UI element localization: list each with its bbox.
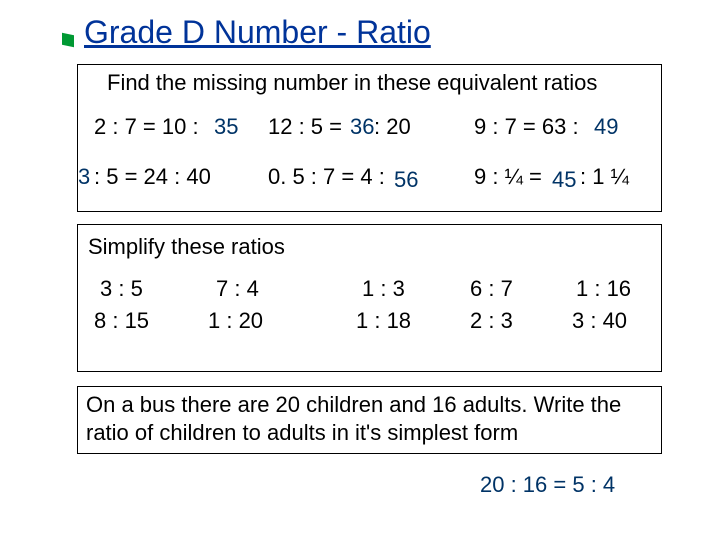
s2r1c4: 6 : 7 — [470, 276, 513, 302]
s1r1c3-pre: 9 : 7 = 63 : — [474, 114, 579, 140]
title-bullet — [62, 33, 74, 48]
s2r1c5: 1 : 16 — [576, 276, 631, 302]
section3-answer: 20 : 16 = 5 : 4 — [480, 472, 615, 498]
s2r1c2: 7 : 4 — [216, 276, 259, 302]
s2r2c2: 1 : 20 — [208, 308, 263, 334]
s2r2c3: 1 : 18 — [356, 308, 411, 334]
s1r2c1-post: : 5 = 24 : 40 — [94, 164, 211, 190]
s2r2c1: 8 : 15 — [94, 308, 149, 334]
s2r2c5: 3 : 40 — [572, 308, 627, 334]
s2r1c3: 1 : 3 — [362, 276, 405, 302]
s1r2c2-ans: 56 — [394, 167, 418, 193]
s1r1c3-ans: 49 — [594, 114, 618, 140]
s1r2c3-post: : 1 ¼ — [580, 164, 629, 190]
s1r2c2-pre: 0. 5 : 7 = 4 : — [268, 164, 385, 190]
section2-prompt: Simplify these ratios — [88, 234, 285, 260]
page-title: Grade D Number - Ratio — [84, 14, 431, 51]
section3-line1: On a bus there are 20 children and 16 ad… — [86, 392, 621, 418]
s1r1c1-ans: 35 — [214, 114, 238, 140]
s2r2c4: 2 : 3 — [470, 308, 513, 334]
s1r2c3-pre: 9 : ¼ = — [474, 164, 542, 190]
s2r1c1: 3 : 5 — [100, 276, 143, 302]
section1-prompt: Find the missing number in these equival… — [107, 70, 597, 96]
section3-line2: ratio of children to adults in it's simp… — [86, 420, 518, 446]
s1r1c2-post: : 20 — [374, 114, 411, 140]
s1r1c1-pre: 2 : 7 = 10 : — [94, 114, 199, 140]
s1r2c1-ans: 3 — [78, 164, 90, 190]
s1r2c3-ans: 45 — [552, 167, 576, 193]
s1r1c2-pre: 12 : 5 = — [268, 114, 342, 140]
s1r1c2-ans: 36 — [350, 114, 374, 140]
